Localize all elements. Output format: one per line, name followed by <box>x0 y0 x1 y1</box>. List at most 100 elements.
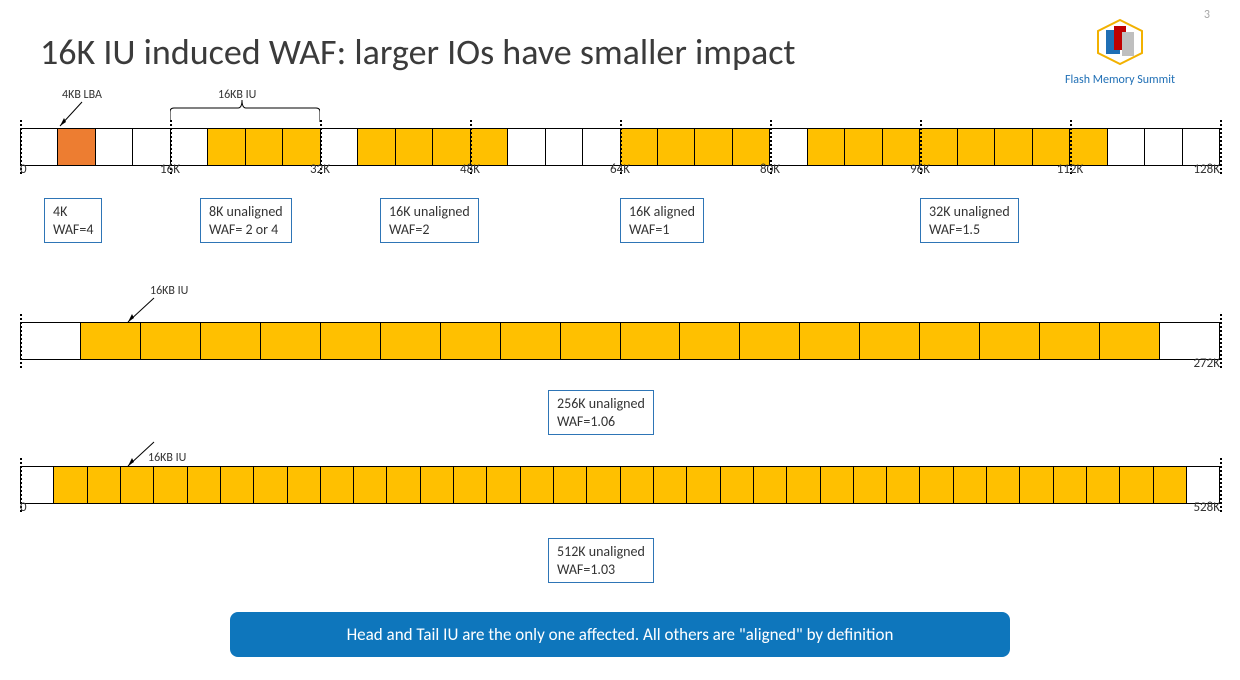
cell <box>554 467 587 503</box>
cell <box>501 323 561 359</box>
cell <box>808 129 845 165</box>
cell <box>1187 467 1219 503</box>
cell <box>658 129 695 165</box>
waf-label-box: 16K unaligned WAF=2 <box>380 198 479 243</box>
cell <box>587 467 620 503</box>
cell <box>754 467 787 503</box>
cell <box>987 467 1020 503</box>
cell <box>201 323 261 359</box>
cell <box>1154 467 1187 503</box>
logo: Flash Memory Summit <box>1050 18 1190 87</box>
cell <box>1100 323 1160 359</box>
cell <box>883 129 920 165</box>
iu-brace <box>170 100 320 126</box>
cell <box>1033 129 1070 165</box>
cell <box>854 467 887 503</box>
cell <box>358 129 395 165</box>
cell <box>21 467 54 503</box>
row1-cells <box>20 128 1220 166</box>
cell <box>141 323 201 359</box>
cell <box>254 467 287 503</box>
iu-bot-label: 16KB IU <box>148 451 186 465</box>
cell <box>695 129 732 165</box>
cell <box>770 129 807 165</box>
cell <box>621 323 681 359</box>
lba-label: 4KB LBA <box>62 88 102 102</box>
cell <box>995 129 1032 165</box>
cell <box>800 323 860 359</box>
cell <box>887 467 920 503</box>
cell <box>687 467 720 503</box>
cell <box>21 129 58 165</box>
cell <box>860 323 920 359</box>
cell <box>261 323 321 359</box>
cell <box>441 323 501 359</box>
waf-label-box: 32K unaligned WAF=1.5 <box>920 198 1019 243</box>
cell <box>283 129 320 165</box>
cell <box>421 467 454 503</box>
cell <box>288 467 321 503</box>
waf-label-box: 8K unaligned WAF= 2 or 4 <box>200 198 292 243</box>
cell <box>471 129 508 165</box>
cell <box>154 467 187 503</box>
cell <box>740 323 800 359</box>
row2-cells <box>20 322 1220 360</box>
iu-mid-label: 16KB IU <box>150 284 188 298</box>
tick <box>1220 314 1222 368</box>
cell <box>654 467 687 503</box>
logo-text: Flash Memory Summit <box>1050 73 1190 87</box>
cell <box>387 467 420 503</box>
cell <box>561 323 621 359</box>
cell <box>54 467 87 503</box>
cell <box>954 467 987 503</box>
cell <box>920 129 957 165</box>
cell <box>1020 467 1053 503</box>
cell <box>920 323 980 359</box>
waf-label-box: 512K unaligned WAF=1.03 <box>548 538 654 583</box>
cell <box>487 467 520 503</box>
cell <box>171 129 208 165</box>
tick <box>1220 120 1222 174</box>
cell <box>381 323 441 359</box>
cell <box>354 467 387 503</box>
cell <box>1183 129 1219 165</box>
cell <box>845 129 882 165</box>
cell <box>21 323 81 359</box>
cell <box>508 129 545 165</box>
cell <box>621 467 654 503</box>
cell <box>1070 129 1107 165</box>
cell <box>121 467 154 503</box>
cell <box>321 323 381 359</box>
cell <box>721 467 754 503</box>
cell <box>546 129 583 165</box>
cell <box>1160 323 1219 359</box>
cell <box>1087 467 1120 503</box>
cell <box>1040 323 1100 359</box>
cell <box>583 129 620 165</box>
row1: 016K32K48K64K80K96K112K128K <box>20 128 1220 166</box>
page-title: 16K IU induced WAF: larger IOs have smal… <box>40 30 796 74</box>
cell <box>958 129 995 165</box>
cell <box>96 129 133 165</box>
cell <box>621 129 658 165</box>
tick <box>1220 458 1222 512</box>
row2: 272K <box>20 322 1220 360</box>
cell <box>58 129 95 165</box>
waf-label-box: 16K aligned WAF=1 <box>620 198 704 243</box>
cell <box>920 467 953 503</box>
waf-label-box: 4K WAF=4 <box>44 198 102 243</box>
cell <box>321 467 354 503</box>
cell <box>1108 129 1145 165</box>
cell <box>188 467 221 503</box>
cell <box>246 129 283 165</box>
slide-number: 3 <box>1204 8 1210 22</box>
row3-cells <box>20 466 1220 504</box>
cell <box>81 323 141 359</box>
lba-arrow <box>52 100 92 130</box>
cell <box>680 323 740 359</box>
cell <box>1054 467 1087 503</box>
cell <box>133 129 170 165</box>
cell <box>521 467 554 503</box>
cell <box>208 129 245 165</box>
cell <box>221 467 254 503</box>
